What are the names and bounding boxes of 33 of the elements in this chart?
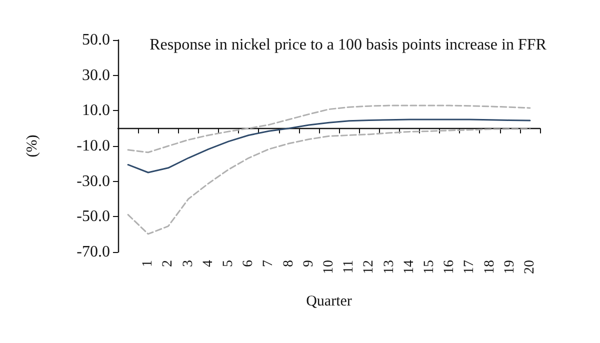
x-axis-title: Quarter [306, 294, 352, 310]
x-tick-label: 15 [422, 260, 437, 274]
y-tick-label: 10.0 [82, 102, 110, 120]
y-tick-label: -50.0 [76, 208, 110, 226]
x-tick-label: 7 [261, 260, 276, 267]
x-tick-label: 4 [200, 260, 216, 267]
x-tick-label: 17 [462, 260, 478, 274]
y-tick-label: 30.0 [82, 66, 110, 84]
y-axis-title: (%) [24, 134, 40, 158]
x-tick-label: 16 [442, 260, 458, 274]
x-tick-label: 3 [180, 260, 196, 267]
chart-title: Response in nickel price to a 100 basis points increase in FFR [150, 36, 547, 54]
x-tick-label: 1 [140, 260, 156, 267]
x-tick-label: 5 [221, 260, 236, 267]
x-tick-label: 10 [322, 260, 336, 274]
x-tick-label: 12 [362, 260, 377, 274]
x-tick-label: 9 [301, 260, 316, 267]
line-series [127, 118, 531, 174]
x-tick-label: 14 [402, 260, 417, 274]
y-tick-label: -10.0 [76, 138, 110, 154]
y-tick-label: -30.0 [76, 172, 110, 190]
x-tick-label: 13 [382, 260, 397, 274]
y-tick-label: 50.0 [82, 32, 110, 48]
x-tick-label: 18 [482, 260, 498, 274]
x-tick-label: 6 [241, 260, 256, 267]
x-tick-label: 2 [160, 260, 176, 267]
line-series [127, 128, 531, 235]
x-tick-label: 8 [281, 260, 296, 267]
line-series [127, 104, 531, 154]
x-tick-label: 19 [502, 260, 518, 274]
x-tick-label: 20 [522, 260, 538, 274]
x-tick-label: 11 [342, 260, 357, 274]
y-tick-label: -70.0 [76, 244, 110, 260]
